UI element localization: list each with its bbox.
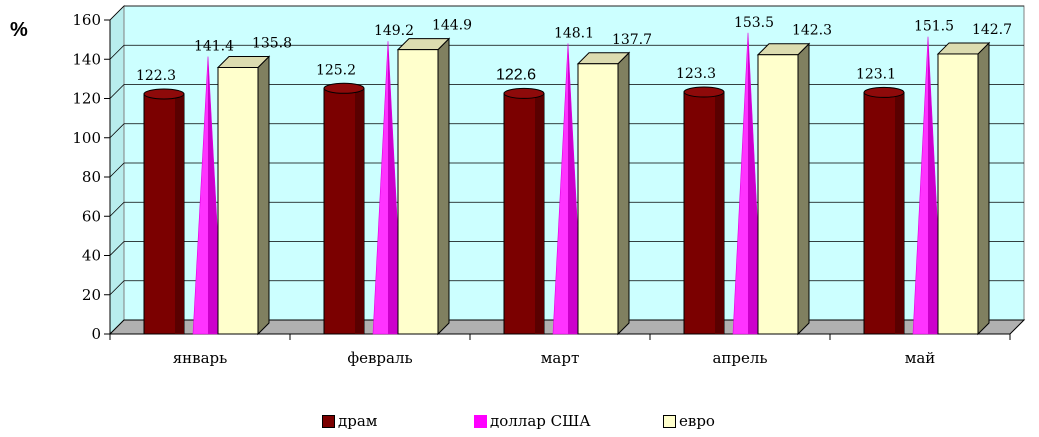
- gridline-side: [109, 241, 125, 256]
- data-label-dram: 123.1: [856, 66, 896, 82]
- bar-euro-side: [257, 55, 270, 336]
- legend: драм доллар США евро: [0, 412, 1039, 434]
- bar-usd: [372, 41, 404, 335]
- data-label-dram: 123.3: [676, 66, 716, 82]
- legend-item-dram: драм: [322, 412, 377, 430]
- bar-usd-edge: [372, 41, 404, 335]
- y-tick-label: 0: [91, 325, 101, 343]
- data-label-usd: 149.2: [374, 23, 414, 39]
- legend-label-usd: доллар США: [490, 412, 591, 430]
- y-tick-label: 40: [82, 247, 101, 265]
- data-labels: 122.3 141.4 135.8 125.2 149.2 144.9 122.6 148.1…: [136, 15, 1012, 84]
- bar-euro-side: [617, 51, 630, 336]
- legend-item-usd: доллар США: [474, 412, 591, 430]
- gridline-side: [109, 5, 125, 21]
- y-tick-label: 60: [82, 207, 101, 225]
- bar-dram-top: [323, 82, 365, 94]
- gridline-side: [109, 162, 125, 178]
- bar-euro: [216, 55, 271, 336]
- bar-dram-top: [683, 86, 725, 98]
- data-label-dram: 122.6: [496, 66, 536, 83]
- chart: % 0 20 40 60 80 100 120 140 160 январь февраль март…: [10, 4, 1026, 367]
- unit-label: %: [10, 19, 28, 41]
- data-label-euro: 142.3: [792, 23, 832, 39]
- bar-dram-top: [143, 88, 185, 100]
- bar-dram-top: [863, 86, 905, 98]
- bar-dram-top: [503, 87, 545, 99]
- bar-dram: [863, 86, 905, 335]
- bar-usd-edge: [912, 36, 944, 335]
- bar-dram-shade: [715, 92, 724, 335]
- bar-dram: [683, 86, 725, 335]
- bar-dram: [323, 82, 365, 335]
- bars: [143, 32, 991, 336]
- bar-euro-side: [797, 42, 810, 336]
- x-tick-label: апрель: [712, 349, 767, 367]
- bar-usd: [192, 56, 224, 335]
- bar-dram: [503, 87, 545, 335]
- bar-euro-side: [437, 37, 450, 336]
- bar-euro-front: [217, 66, 259, 335]
- legend-swatch-euro: [663, 414, 676, 428]
- y-tick-label: 20: [82, 286, 101, 304]
- data-label-dram: 122.3: [136, 68, 176, 84]
- y-tick-label: 140: [72, 50, 101, 68]
- bar-dram-shade: [895, 92, 904, 334]
- bar-euro-side: [977, 41, 990, 336]
- y-tick-label: 160: [72, 11, 101, 29]
- bar-dram-shade: [355, 88, 364, 334]
- legend-label-dram: драм: [338, 412, 378, 430]
- bar-dram: [143, 88, 185, 335]
- gridline-side: [109, 123, 125, 139]
- bar-euro-front: [397, 49, 439, 335]
- data-label-euro: 135.8: [252, 35, 292, 51]
- data-label-euro: 142.7: [972, 22, 1012, 38]
- bar-euro: [756, 42, 811, 336]
- x-tick-label: март: [541, 349, 580, 367]
- y-tick-label: 120: [72, 90, 101, 108]
- gridline-side: [109, 280, 125, 296]
- x-tick-label: январь: [173, 349, 228, 367]
- data-label-euro: 144.9: [432, 18, 472, 34]
- bar-usd-edge: [192, 56, 224, 335]
- x-tick-label: май: [905, 349, 936, 367]
- x-tick-label: февраль: [347, 349, 412, 367]
- y-tick-label: 100: [72, 129, 101, 147]
- bar-euro-front: [577, 63, 619, 335]
- bar-dram-shade: [175, 93, 184, 334]
- bar-euro: [936, 41, 991, 336]
- legend-item-euro: евро: [663, 412, 715, 430]
- legend-swatch-usd: [474, 414, 487, 428]
- gridline-side: [109, 44, 125, 60]
- data-label-usd: 153.5: [734, 15, 774, 31]
- bar-usd-edge: [732, 32, 764, 335]
- bar-euro-front: [757, 54, 799, 335]
- data-label-usd: 141.4: [194, 39, 234, 55]
- bar-usd: [732, 32, 764, 335]
- data-label-usd: 151.5: [914, 19, 954, 35]
- data-label-euro: 137.7: [612, 32, 652, 48]
- gridline-side: [109, 201, 125, 217]
- bar-euro: [576, 51, 631, 336]
- data-label-usd: 148.1: [554, 25, 594, 41]
- legend-swatch-dram: [322, 414, 335, 428]
- y-tick-label: 80: [82, 168, 101, 186]
- data-label-dram: 125.2: [316, 62, 356, 78]
- bar-euro: [396, 37, 451, 336]
- gridline-side: [109, 84, 125, 99]
- axes: 0 20 40 60 80 100 120 140 160 январь февраль март ап…: [72, 11, 1011, 367]
- bar-usd-edge: [552, 43, 584, 335]
- legend-label-euro: евро: [679, 412, 715, 430]
- bar-dram-shade: [535, 93, 544, 335]
- bar-euro-front: [937, 53, 979, 335]
